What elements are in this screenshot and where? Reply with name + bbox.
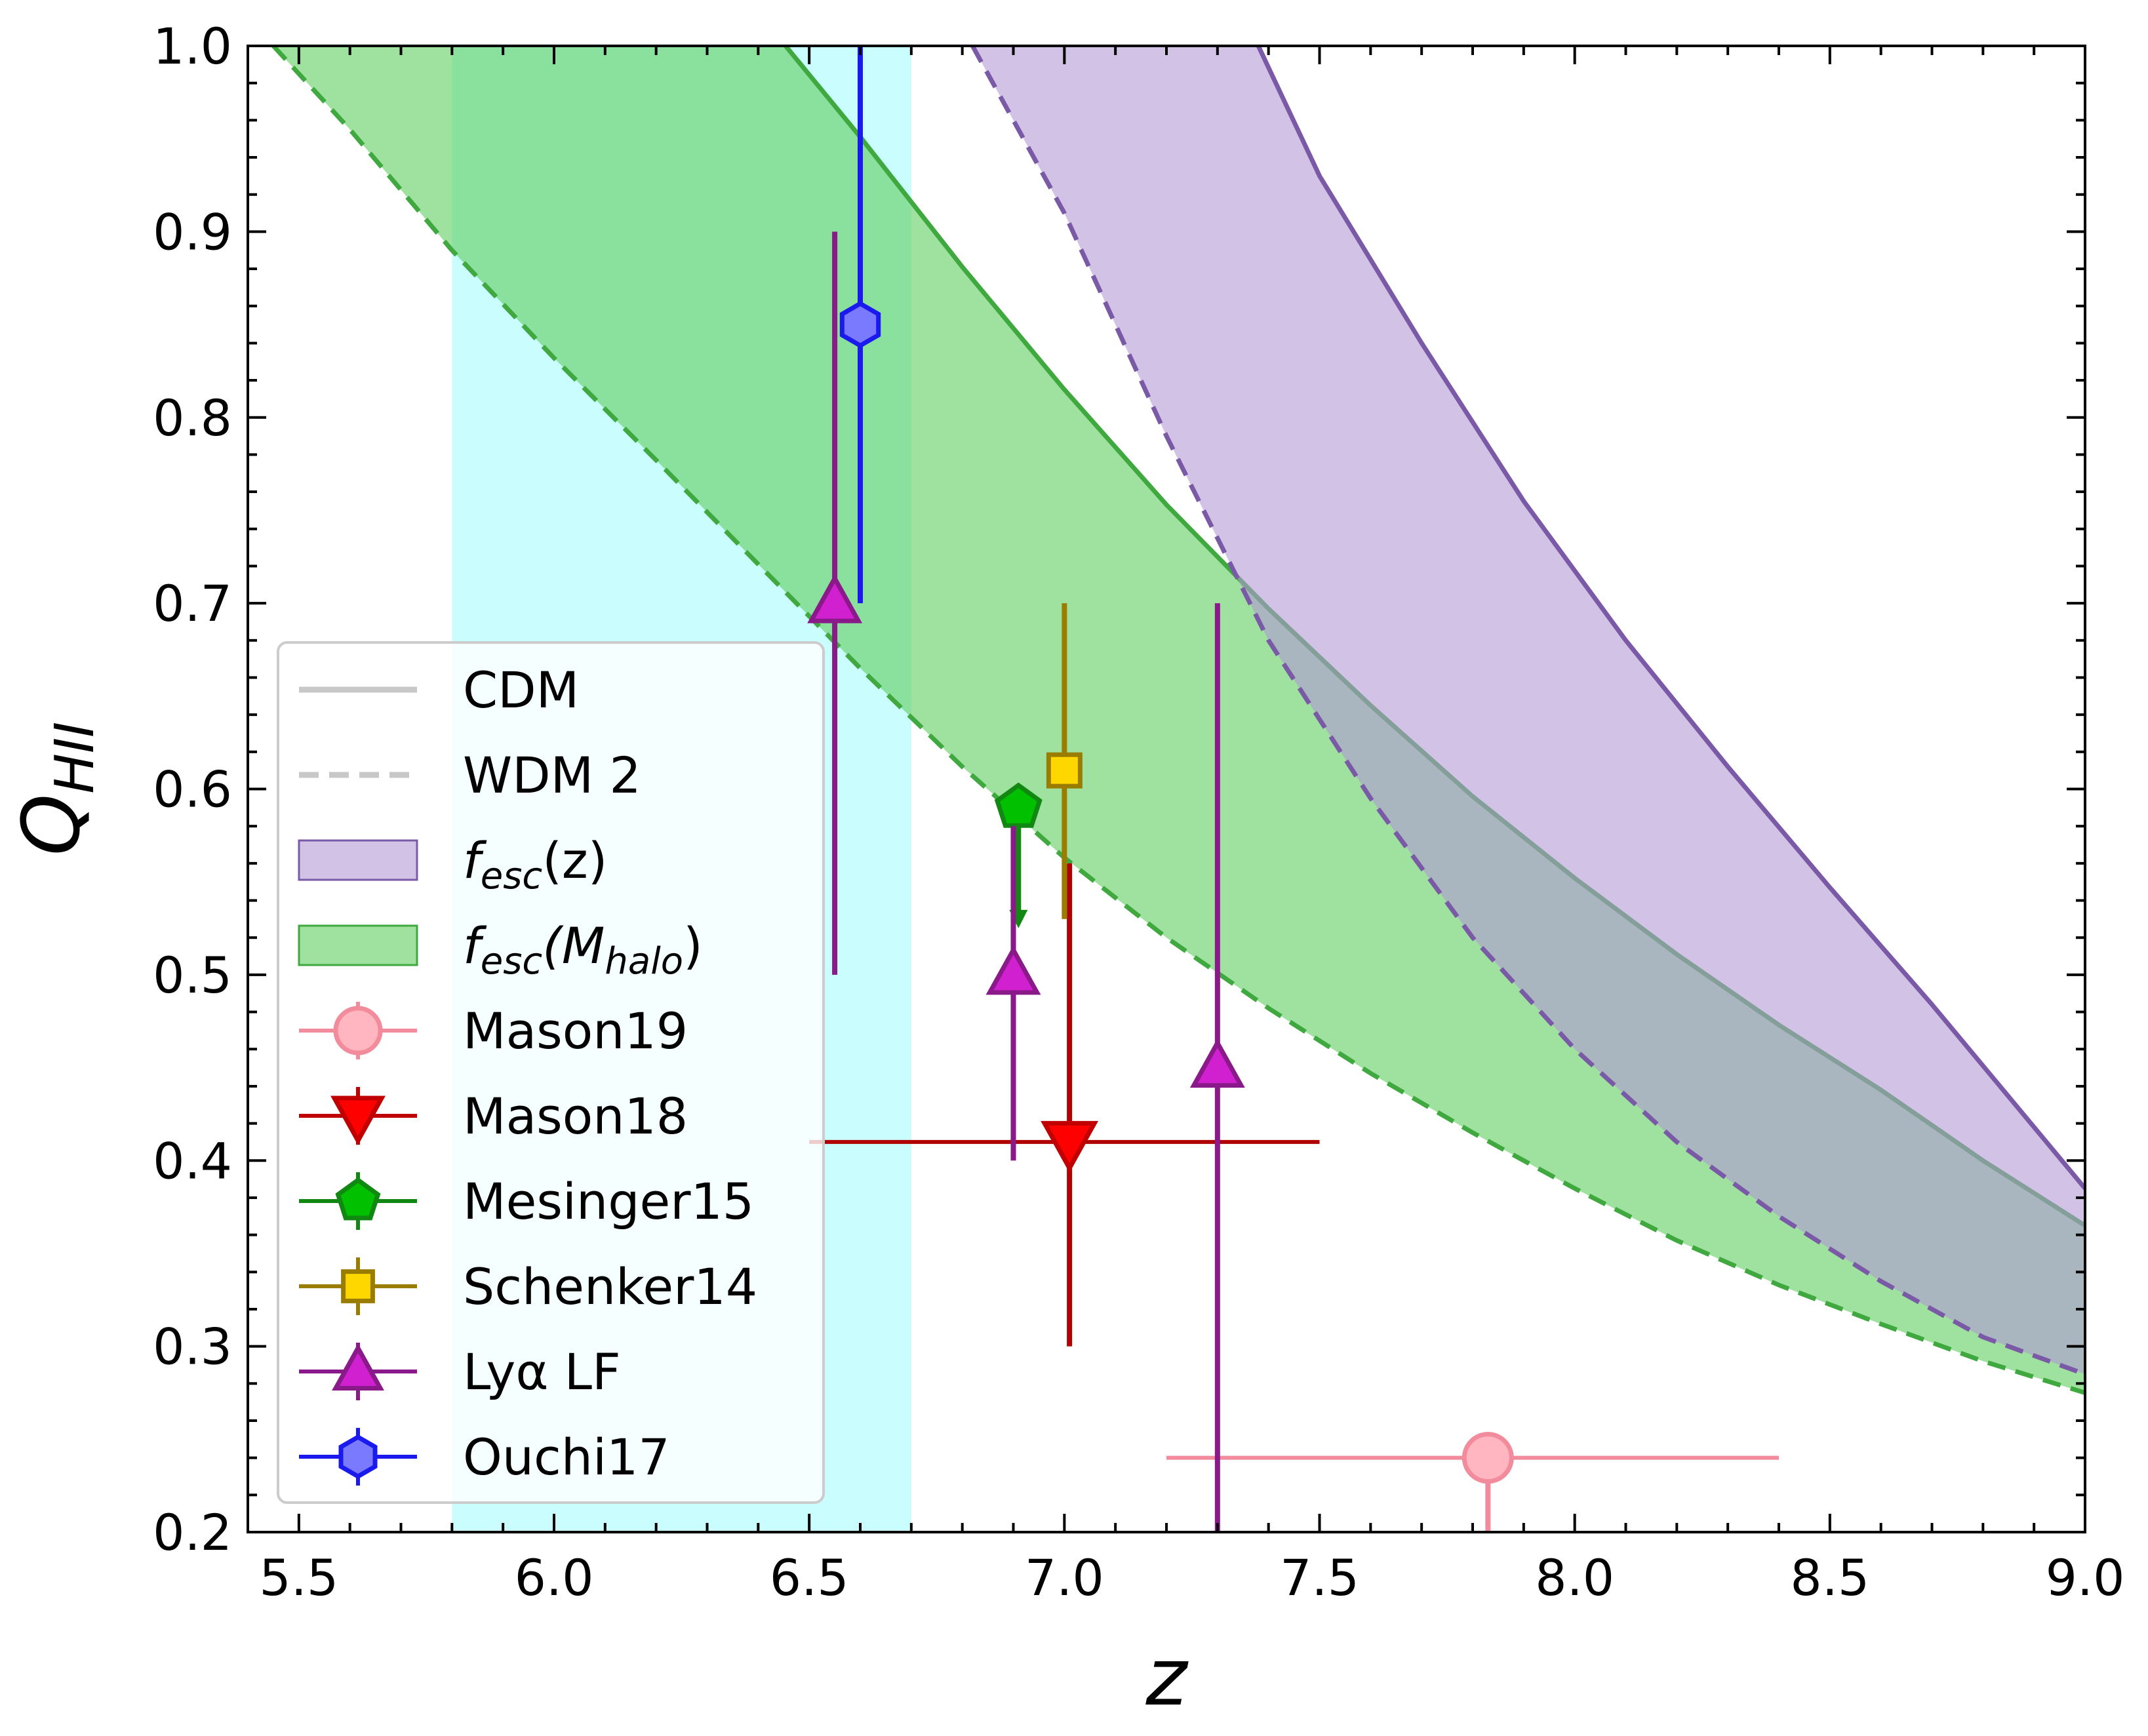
axis-titles: z QHII: [7, 722, 1189, 1724]
legend-swatch-fesc-z: [298, 839, 418, 881]
legend-label-ouchi17: Ouchi17: [463, 1428, 670, 1486]
legend-label-tail-sub: halo: [605, 940, 683, 983]
legend-label-mesinger15: Mesinger15: [463, 1172, 754, 1231]
legend-marker-mesinger15: [335, 1177, 381, 1221]
ly-lf-marker-0: [807, 574, 863, 623]
legend-marker-ouchi17: [338, 1434, 378, 1480]
legend-label-ly-lf: Lyα LF: [463, 1343, 621, 1401]
plot-frame: [247, 45, 2086, 1533]
y-tick-label: 0.7: [153, 574, 232, 633]
legend-label-wdm-2: WDM 2: [463, 746, 641, 804]
legend-label-fesc-z: fesc(z): [463, 831, 607, 898]
ly-lf-marker-2: [1189, 1038, 1245, 1088]
legend-swatch-fesc-mhalo: [298, 924, 418, 966]
y-tick-label: 0.5: [153, 946, 232, 1004]
x-tick-label: 7.0: [1025, 1549, 1104, 1607]
legend-label-tail: (z): [542, 831, 607, 890]
fesc-z-cdm-curve: [1255, 46, 2085, 1191]
x-tick-label: 9.0: [2046, 1549, 2125, 1607]
y-tick-label: 1.0: [153, 17, 232, 75]
y-tick-label: 0.2: [153, 1503, 232, 1562]
y-tick-label: 0.6: [153, 760, 232, 819]
y-axis-title-main: Q: [7, 794, 98, 856]
x-axis-title: z: [1145, 1632, 1189, 1724]
legend-label-tail: (M: [542, 917, 605, 975]
legend-marker-mason19: [333, 1006, 383, 1055]
legend-marker-schenker14: [341, 1269, 375, 1303]
y-tick-label: 0.3: [153, 1318, 232, 1376]
fesc-mhalo-wdm-curve: [271, 46, 2085, 1395]
y-tick-label: 0.9: [153, 203, 232, 261]
y-tick-label: 0.4: [153, 1132, 232, 1190]
x-tick-label: 6.5: [770, 1549, 849, 1607]
tick-labels: 5.5 6.0 6.5 7.0 7.5 8.0 8.5 9.0 0.2 0.3 0.4 0.5 0.6 0…: [153, 17, 2124, 1607]
legend-marker-ly-lf: [332, 1343, 384, 1391]
x-tick-label: 5.5: [259, 1549, 338, 1607]
ly-lf-marker-1: [985, 945, 1041, 995]
x-tick-label: 7.5: [1280, 1549, 1359, 1607]
schenker14-marker: [1046, 752, 1083, 789]
x-tick-label: 6.0: [515, 1549, 594, 1607]
mesinger15-marker: [994, 782, 1043, 828]
legend-label-schenker14: Schenker14: [463, 1257, 757, 1316]
legend: CDM WDM 2 fesc(z) fesc(Mhalo) Mason19 Mason18…: [277, 641, 825, 1504]
legend-label-mason18: Mason18: [463, 1087, 688, 1145]
legend-label-sub: esc: [481, 940, 543, 983]
legend-label-mason19: Mason19: [463, 1002, 688, 1060]
y-tick-label: 0.8: [153, 389, 232, 447]
legend-label-sub: esc: [481, 855, 543, 898]
fesc-z-wdm-curve: [970, 46, 2085, 1377]
x-tick-label: 8.0: [1535, 1549, 1614, 1607]
mason18-marker: [1041, 1120, 1099, 1174]
legend-label-fesc-mhalo: fesc(Mhalo): [463, 917, 703, 983]
x-tick-label: 8.5: [1790, 1549, 1869, 1607]
legend-marker-mason18: [330, 1095, 386, 1146]
legend-label-cdm: CDM: [463, 661, 579, 719]
fesc-z-band: [972, 46, 2085, 1375]
y-axis-title-sub: HII: [44, 722, 106, 794]
observations: [807, 46, 1779, 1532]
ouchi17-marker: [839, 301, 881, 349]
legend-label-tail-close: ): [683, 917, 703, 975]
mason19-marker: [1462, 1432, 1514, 1484]
y-axis-title: QHII: [7, 722, 106, 856]
